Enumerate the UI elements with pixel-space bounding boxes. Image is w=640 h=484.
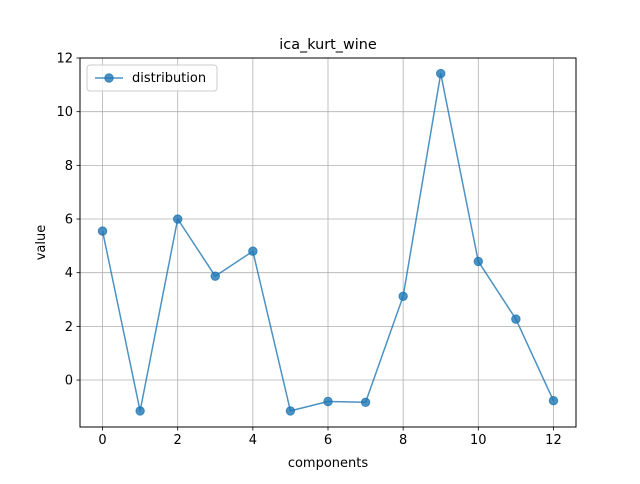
legend: distribution [86, 64, 218, 92]
y-tick-label: 10 [56, 105, 73, 120]
y-tick-label: 2 [65, 320, 73, 335]
data-point [323, 396, 333, 407]
x-tick-label: 12 [545, 433, 562, 448]
data-point [398, 291, 408, 302]
grid [80, 57, 576, 427]
legend-box [86, 64, 218, 92]
x-tick-label: 0 [98, 433, 106, 448]
x-tick-label: 6 [324, 433, 332, 448]
data-point [360, 397, 371, 408]
legend-label: distribution [132, 71, 206, 86]
data-point [285, 406, 296, 416]
series-layer [97, 68, 559, 416]
legend-marker [104, 73, 114, 83]
data-point [248, 246, 258, 256]
data-point [511, 314, 521, 324]
y-axis-ticks: 0 2 4 6 8 10 12 [56, 52, 80, 389]
data-point [548, 396, 559, 406]
data-point [97, 226, 108, 236]
y-tick-label: 6 [65, 213, 73, 228]
x-tick-label: 8 [399, 433, 407, 448]
y-tick-label: 4 [65, 266, 73, 281]
data-point [210, 271, 220, 281]
x-tick-label: 2 [174, 433, 182, 448]
data-point [172, 214, 183, 224]
x-axis-label: components [288, 456, 369, 471]
x-tick-label: 4 [249, 433, 257, 448]
y-axis-label: value [34, 225, 49, 261]
y-tick-label: 12 [56, 52, 73, 67]
y-tick-label: 8 [65, 159, 73, 174]
chart-title: ica_kurt_wine [279, 37, 377, 53]
data-point [473, 256, 484, 267]
x-tick-label: 10 [470, 433, 487, 448]
data-point [135, 406, 145, 416]
data-point [436, 68, 446, 79]
x-axis-ticks: 0 2 4 6 8 10 12 [98, 427, 562, 448]
y-tick-label: 0 [65, 374, 73, 389]
